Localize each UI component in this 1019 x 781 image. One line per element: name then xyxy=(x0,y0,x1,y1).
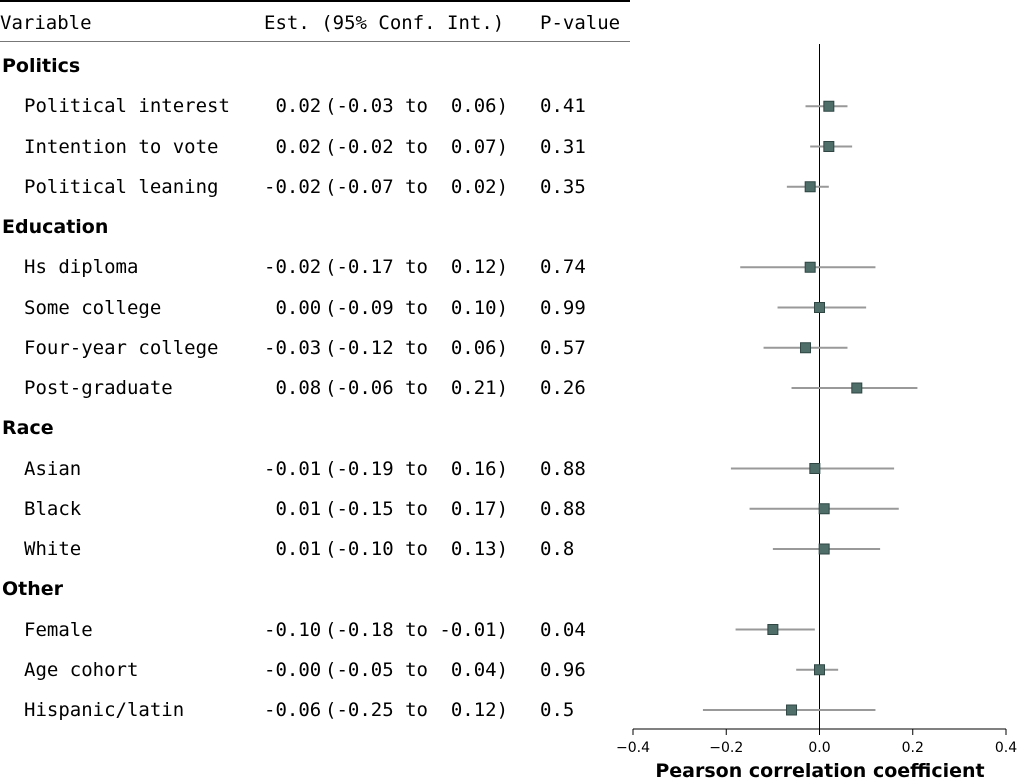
row-pvalue: 0.04 xyxy=(540,618,586,641)
x-tick-label: 0.2 xyxy=(902,740,924,756)
row-pvalue: 0.74 xyxy=(540,256,586,279)
row-estimate: -0.06 xyxy=(264,699,322,721)
header-bottom-rule xyxy=(0,41,630,42)
row-pvalue: 0.8 xyxy=(540,538,575,560)
row-ci: (-0.03 to 0.06) xyxy=(325,95,509,118)
row-estimate: 0.01 xyxy=(264,497,322,520)
row-variable: White xyxy=(24,538,82,560)
row-estimate: -0.02 xyxy=(264,256,322,279)
row-variable: Some college xyxy=(24,296,162,319)
row-variable: Intention to vote xyxy=(24,135,219,158)
row-estimate: -0.03 xyxy=(264,336,322,359)
x-tick-label: 0.4 xyxy=(995,740,1017,756)
header-estimate: Est. (95% Conf. Int.) xyxy=(264,12,505,34)
row-ci: (-0.06 to 0.21) xyxy=(325,377,509,399)
point-estimate-marker xyxy=(767,624,779,635)
point-estimate-marker xyxy=(786,704,798,716)
row-variable: Female xyxy=(24,618,93,641)
point-estimate-marker xyxy=(823,141,835,152)
row-estimate: -0.10 xyxy=(264,618,322,641)
header-top-rule xyxy=(0,0,630,2)
row-variable: Political leaning xyxy=(24,175,219,198)
row-estimate: -0.00 xyxy=(264,658,322,681)
header-pvalue: P-value xyxy=(540,12,621,34)
row-pvalue: 0.41 xyxy=(540,95,586,118)
row-ci: (-0.25 to 0.12) xyxy=(325,699,509,721)
header-variable: Variable xyxy=(0,12,92,34)
row-variable: Hs diploma xyxy=(24,256,139,279)
row-estimate: 0.02 xyxy=(264,95,322,118)
row-ci: (-0.15 to 0.17) xyxy=(325,497,509,520)
row-ci: (-0.18 to -0.01) xyxy=(325,618,509,641)
row-variable: Four-year college xyxy=(24,336,219,359)
point-estimate-marker xyxy=(823,100,835,112)
row-ci: (-0.02 to 0.07) xyxy=(325,135,509,158)
row-estimate: -0.02 xyxy=(264,175,322,198)
row-pvalue: 0.88 xyxy=(540,457,586,480)
x-tick-label: −0.2 xyxy=(709,740,743,756)
results-table: Variable Est. (95% Conf. Int.) P-value P… xyxy=(0,0,630,721)
row-ci: (-0.12 to 0.06) xyxy=(325,336,509,359)
point-estimate-marker xyxy=(818,503,830,515)
row-estimate: 0.08 xyxy=(264,377,322,399)
x-tick-label: 0.0 xyxy=(808,740,830,756)
row-ci: (-0.09 to 0.10) xyxy=(325,296,509,319)
row-estimate: 0.02 xyxy=(264,135,322,158)
row-ci: (-0.07 to 0.02) xyxy=(325,175,509,198)
row-pvalue: 0.26 xyxy=(540,377,586,399)
row-ci: (-0.17 to 0.12) xyxy=(325,256,509,279)
group-heading: Education xyxy=(2,216,109,238)
row-variable: Black xyxy=(24,497,82,520)
plot-marks: −0.4 −0.2 0.0 0.2 0.4 xyxy=(616,44,1017,756)
row-pvalue: 0.88 xyxy=(540,497,586,520)
row-pvalue: 0.31 xyxy=(540,135,586,158)
point-estimate-marker xyxy=(800,342,812,354)
point-estimate-marker xyxy=(814,664,825,676)
x-axis-label: Pearson correlation coefficient xyxy=(655,760,984,781)
row-ci: (-0.19 to 0.16) xyxy=(325,457,509,480)
point-estimate-marker xyxy=(809,463,821,474)
group-heading: Race xyxy=(2,417,54,440)
point-estimate-marker xyxy=(804,181,816,193)
group-heading: Politics xyxy=(2,55,81,77)
row-variable: Political interest xyxy=(24,95,230,118)
point-estimate-marker xyxy=(818,543,830,555)
point-estimate-marker xyxy=(851,382,863,394)
row-variable: Hispanic/latin xyxy=(24,699,185,721)
x-tick-label: −0.4 xyxy=(616,740,650,756)
row-ci: (-0.05 to 0.04) xyxy=(325,658,509,681)
row-variable: Age cohort xyxy=(24,658,139,681)
row-pvalue: 0.99 xyxy=(540,296,586,319)
point-estimate-marker xyxy=(804,261,816,273)
group-heading: Other xyxy=(2,578,64,601)
point-estimate-marker xyxy=(814,302,825,313)
row-estimate: -0.01 xyxy=(264,457,322,480)
row-pvalue: 0.96 xyxy=(540,658,586,681)
row-pvalue: 0.35 xyxy=(540,175,586,198)
row-pvalue: 0.5 xyxy=(540,699,575,721)
row-variable: Asian xyxy=(24,457,82,480)
row-pvalue: 0.57 xyxy=(540,336,586,359)
row-estimate: 0.01 xyxy=(264,538,322,560)
row-estimate: 0.00 xyxy=(264,296,322,319)
row-variable: Post-graduate xyxy=(24,377,173,399)
row-ci: (-0.10 to 0.13) xyxy=(325,538,509,560)
